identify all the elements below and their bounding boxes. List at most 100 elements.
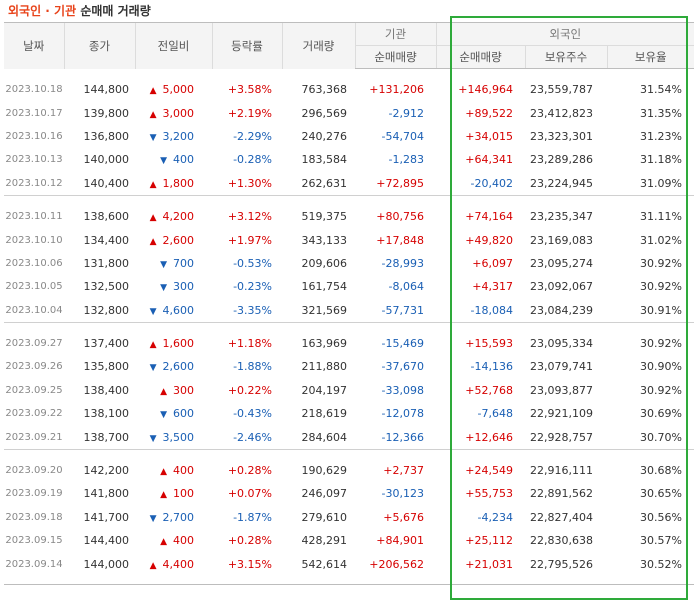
cell-date: 2023.10.04 bbox=[5, 304, 63, 316]
up-triangle-icon: ▲ bbox=[160, 386, 167, 397]
cell-volume: 428,291 bbox=[301, 534, 348, 548]
cell-inst-net: -54,704 bbox=[381, 129, 424, 143]
cell-change: ▲ 1,600 bbox=[135, 332, 212, 355]
title-institution: 기관 bbox=[54, 4, 77, 18]
cell-close: 144,800 bbox=[83, 83, 130, 97]
cell-close: 138,400 bbox=[83, 383, 130, 397]
cell-inst-net: +17,848 bbox=[376, 233, 424, 247]
table-body: 2023.10.18 144,800 ▲ 5,000 +3.58% 763,368 +131… bbox=[4, 69, 694, 585]
cell-change: ▼ 3,500 bbox=[135, 425, 212, 449]
down-triangle-icon: ▼ bbox=[149, 306, 157, 317]
cell-foreign-holdings: 23,095,274 bbox=[530, 256, 593, 270]
cell-inst-net: +2,737 bbox=[383, 464, 424, 478]
header-rate: 등락률 bbox=[211, 22, 282, 69]
cell-foreign-ratio: 31.35% bbox=[640, 106, 682, 120]
group-separator bbox=[4, 575, 694, 585]
cell-inst-net: -12,078 bbox=[381, 407, 424, 421]
up-triangle-icon: ▲ bbox=[149, 109, 157, 120]
cell-foreign-ratio: 30.57% bbox=[640, 534, 682, 548]
cell-foreign-ratio: 31.11% bbox=[640, 210, 682, 224]
change-value: 600 bbox=[173, 407, 194, 421]
down-triangle-icon: ▼ bbox=[149, 132, 157, 143]
table-row: 2023.10.12 140,400 ▲ 1,800 +1.30% 262,631 +72,… bbox=[4, 172, 694, 196]
cell-change: ▼ 2,700 bbox=[135, 506, 212, 529]
separator-cell bbox=[4, 448, 694, 459]
table-row: 2023.10.06 131,800 ▼ 700 -0.53% 209,606 -28,99… bbox=[4, 252, 694, 275]
cell-close: 138,700 bbox=[83, 430, 130, 444]
cell-rate: -0.43% bbox=[233, 407, 272, 421]
change-value: 100 bbox=[173, 487, 194, 501]
cell-change: ▼ 4,600 bbox=[135, 299, 212, 323]
cell-inst-net: +80,756 bbox=[376, 210, 424, 224]
cell-foreign-ratio: 30.92% bbox=[640, 280, 682, 294]
change-value: 2,600 bbox=[162, 360, 195, 374]
cell-close: 141,800 bbox=[83, 487, 130, 501]
cell-foreign-ratio: 30.56% bbox=[640, 510, 682, 524]
cell-close: 139,800 bbox=[83, 106, 130, 120]
cell-foreign-ratio: 31.02% bbox=[640, 233, 682, 247]
cell-foreign-holdings: 22,928,757 bbox=[530, 430, 593, 444]
cell-volume: 296,569 bbox=[301, 106, 348, 120]
cell-rate: +0.22% bbox=[227, 383, 272, 397]
up-triangle-icon: ▲ bbox=[160, 537, 167, 548]
cell-foreign-net: +4,317 bbox=[472, 280, 513, 294]
cell-change: ▲ 1,800 bbox=[135, 172, 212, 196]
change-value: 3,500 bbox=[162, 430, 195, 444]
cell-close: 140,000 bbox=[83, 153, 130, 167]
table-row: 2023.10.10 134,400 ▲ 2,600 +1.97% 343,133 +17,… bbox=[4, 228, 694, 251]
cell-inst-net: +131,206 bbox=[369, 83, 424, 97]
cell-change: ▼ 600 bbox=[135, 402, 212, 425]
cell-foreign-ratio: 30.92% bbox=[640, 256, 682, 270]
change-value: 3,000 bbox=[162, 106, 195, 120]
cell-foreign-net: +49,820 bbox=[465, 233, 513, 247]
cell-foreign-ratio: 30.90% bbox=[640, 360, 682, 374]
cell-change: ▲ 2,600 bbox=[135, 228, 212, 251]
cell-foreign-ratio: 31.54% bbox=[640, 83, 682, 97]
title-rest: 순매매 거래량 bbox=[76, 4, 151, 18]
change-value: 4,600 bbox=[162, 303, 195, 317]
change-value: 300 bbox=[173, 383, 194, 397]
cell-close: 136,800 bbox=[83, 129, 130, 143]
cell-date: 2023.10.10 bbox=[5, 234, 63, 246]
cell-date: 2023.09.25 bbox=[5, 384, 63, 396]
up-triangle-icon: ▲ bbox=[160, 490, 167, 501]
cell-foreign-ratio: 31.09% bbox=[640, 176, 682, 190]
table-row: 2023.09.25 138,400 ▲ 300 +0.22% 204,197 -33,09… bbox=[4, 379, 694, 402]
cell-inst-net: -15,469 bbox=[381, 337, 424, 351]
cell-foreign-holdings: 22,830,638 bbox=[530, 534, 593, 548]
cell-foreign-net: +55,753 bbox=[465, 487, 513, 501]
table-row: 2023.09.27 137,400 ▲ 1,600 +1.18% 163,969 -15,… bbox=[4, 332, 694, 355]
cell-foreign-holdings: 23,079,741 bbox=[530, 360, 593, 374]
change-value: 5,000 bbox=[162, 83, 195, 97]
change-value: 4,400 bbox=[162, 557, 195, 571]
cell-close: 134,400 bbox=[83, 233, 130, 247]
down-triangle-icon: ▼ bbox=[160, 410, 167, 421]
cell-rate: -2.29% bbox=[233, 129, 272, 143]
cell-foreign-ratio: 30.65% bbox=[640, 487, 682, 501]
up-triangle-icon: ▲ bbox=[160, 467, 167, 478]
table-row: 2023.10.16 136,800 ▼ 3,200 -2.29% 240,276 -54,… bbox=[4, 125, 694, 148]
cell-date: 2023.10.13 bbox=[5, 154, 63, 166]
cell-foreign-holdings: 23,559,787 bbox=[530, 83, 593, 97]
cell-foreign-net: +52,768 bbox=[465, 383, 513, 397]
cell-volume: 161,754 bbox=[301, 280, 348, 294]
cell-date: 2023.09.27 bbox=[5, 338, 63, 350]
cell-date: 2023.09.18 bbox=[5, 511, 63, 523]
group-separator bbox=[4, 69, 694, 79]
down-triangle-icon: ▼ bbox=[160, 283, 167, 294]
cell-date: 2023.10.17 bbox=[5, 107, 63, 119]
change-value: 1,600 bbox=[162, 337, 195, 351]
change-value: 4,200 bbox=[162, 210, 195, 224]
cell-inst-net: +84,901 bbox=[376, 534, 424, 548]
cell-volume: 262,631 bbox=[301, 176, 348, 190]
group-separator bbox=[4, 194, 694, 205]
cell-inst-net: +72,895 bbox=[376, 176, 424, 190]
cell-foreign-holdings: 22,916,111 bbox=[530, 464, 593, 478]
cell-foreign-net: +24,549 bbox=[465, 464, 513, 478]
header-foreign-net: 순매매량 bbox=[435, 45, 525, 69]
cell-foreign-net: +21,031 bbox=[465, 557, 513, 571]
cell-foreign-holdings: 22,827,404 bbox=[530, 510, 593, 524]
down-triangle-icon: ▼ bbox=[149, 363, 157, 374]
cell-volume: 218,619 bbox=[301, 407, 348, 421]
cell-close: 140,400 bbox=[83, 176, 130, 190]
